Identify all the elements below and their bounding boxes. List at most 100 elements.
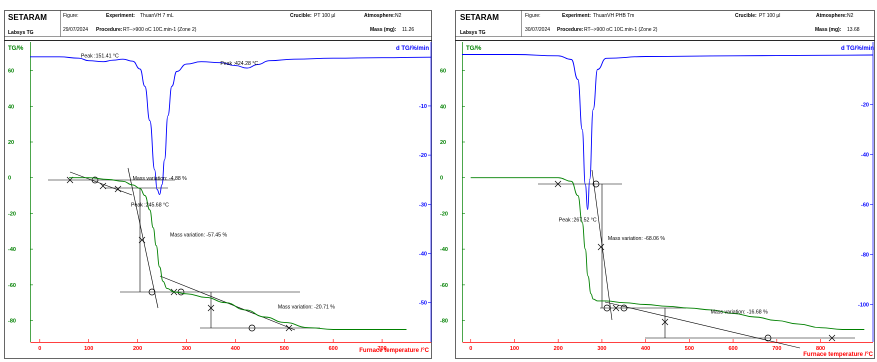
- left-tick-label: -20: [8, 211, 16, 217]
- panel-b-annotations: Peak :267.52 °C Mass variation: -68.06 % M…: [559, 218, 768, 316]
- panel-a-left-axis-label: TG/%: [8, 46, 24, 52]
- panel-a-procedure-label: Procedure:: [96, 27, 123, 33]
- mass-variation-label: Mass variation: -57.45 %: [170, 233, 227, 239]
- panel-b-mass: 13.68: [847, 27, 860, 33]
- x-tick-label: 800: [816, 346, 825, 352]
- mass-variation-label: Mass variation: -4.88 %: [133, 176, 188, 182]
- right-tick-label: -40: [419, 251, 427, 257]
- x-tick-label: 100: [84, 346, 93, 352]
- left-tick-label: 0: [440, 176, 443, 182]
- panel-a-right-axis-label: d TG/%/min: [396, 46, 429, 52]
- panel-b-procedure-label: Procedure:: [557, 27, 584, 33]
- panel-a-figure-label: Figure:: [63, 13, 79, 19]
- left-tick-label: 20: [440, 140, 446, 146]
- panel-b: SETARAM Labsys TG Figure: 30/07/2024 Exp…: [440, 10, 875, 359]
- panel-a-instrument: Labsys TG: [8, 30, 34, 36]
- mass-variation-label: Mass variation: -20.71 %: [278, 304, 335, 310]
- panel-a-atmosphere-label: Atmosphere:: [364, 13, 395, 19]
- x-tick-label: 300: [597, 346, 606, 352]
- panel-a-tangent-construction: [48, 167, 320, 331]
- panel-b-plot-frame: [455, 40, 875, 359]
- left-tick-label: -80: [8, 319, 16, 325]
- left-tick-label: -40: [440, 247, 448, 253]
- panel-a-experiment-label: Experiment:: [106, 13, 135, 19]
- panel-b-dtg-curve: [462, 54, 874, 210]
- mass-variation-label: Mass variation: -16.68 %: [711, 310, 768, 316]
- x-tick-label: 500: [685, 346, 694, 352]
- left-tick-label: 0: [8, 176, 11, 182]
- panel-a-plot-frame: [4, 40, 432, 359]
- panel-a-experiment: ThuanVH 7 mL: [140, 13, 174, 19]
- panel-b-mass-label: Mass (mg):: [815, 27, 842, 33]
- panel-b-tangent-construction: [538, 169, 855, 349]
- x-tick-label: 0: [469, 346, 472, 352]
- panel-b-date: 30/07/2024: [525, 27, 550, 33]
- panel-b-atmosphere-label: Atmosphere:: [816, 13, 847, 19]
- x-tick-label: 200: [133, 346, 142, 352]
- left-tick-label: 40: [440, 104, 446, 110]
- right-tick-label: -60: [861, 203, 869, 209]
- panel-b-atmosphere: N2: [847, 13, 854, 19]
- panel-a-x-ticks: 0 100 200 300 400 500 600 700: [38, 339, 387, 352]
- panel-b-experiment: ThuanVH PHB Tm: [593, 13, 634, 19]
- left-tick-label: 20: [8, 140, 14, 146]
- left-tick-label: 60: [8, 69, 14, 75]
- left-tick-label: -60: [440, 283, 448, 289]
- panel-b-crucible-label: Crucible:: [735, 13, 757, 19]
- panel-a-procedure: RT-->900 oC 10C.min-1 (Zone 2): [123, 27, 197, 33]
- panel-b-left-ticks: 60 40 20 0 -20 -40 -60 -80: [440, 69, 465, 325]
- panel-a-dtg-curve: [30, 56, 432, 195]
- x-tick-label: 400: [641, 346, 650, 352]
- panel-b-left-axis-label: TG/%: [466, 46, 482, 52]
- panel-a-header: SETARAM Labsys TG Figure: 29/07/2024 Exp…: [4, 10, 432, 41]
- right-tick-label: -50: [419, 301, 427, 307]
- panel-a-tg-curve: [69, 177, 407, 330]
- peak-label: Peak :245.68 °C: [131, 202, 169, 208]
- panel-b-figure-label: Figure:: [525, 13, 541, 19]
- x-tick-label: 600: [728, 346, 737, 352]
- x-tick-label: 600: [329, 346, 338, 352]
- panel-a-onset-markers: [66, 176, 293, 332]
- peak-label: Peak :424.28 °C: [220, 61, 258, 67]
- panel-b-x-axis-label: Furnace temperature /°C: [803, 352, 873, 358]
- mass-variation-label: Mass variation: -68.06 %: [608, 236, 665, 242]
- right-tick-label: -30: [419, 202, 427, 208]
- left-tick-label: -40: [8, 247, 16, 253]
- right-tick-label: -40: [861, 153, 869, 159]
- panel-b-instrument: Labsys TG: [460, 30, 486, 36]
- peak-label: Peak :267.52 °C: [559, 218, 597, 224]
- panel-a-brand: SETARAM: [8, 13, 47, 22]
- panel-b-tg-curve: [470, 177, 865, 330]
- x-tick-label: 100: [510, 346, 519, 352]
- right-tick-label: -100: [858, 303, 869, 309]
- panel-b-right-axis-label: d TG/%/min: [841, 46, 874, 52]
- panel-a-mass: 11.26: [402, 27, 414, 33]
- x-tick-label: 200: [554, 346, 563, 352]
- right-tick-label: -80: [861, 253, 869, 259]
- panel-b-procedure: RT-->900 oC 10C.min-1 (Zone 2): [584, 27, 658, 33]
- right-tick-label: -20: [419, 153, 427, 159]
- panel-b-header: SETARAM Labsys TG Figure: 30/07/2024 Exp…: [455, 10, 875, 41]
- x-tick-label: 0: [38, 346, 41, 352]
- left-tick-label: -20: [440, 211, 448, 217]
- panel-b-onset-markers: [554, 180, 836, 342]
- panel-a-date: 29/07/2024: [63, 27, 88, 33]
- x-tick-label: 700: [772, 346, 781, 352]
- panel-b-right-ticks: -20 -40 -60 -80 -100: [858, 103, 873, 309]
- x-tick-label: 300: [182, 346, 191, 352]
- right-tick-label: -20: [861, 103, 869, 109]
- x-tick-label: 500: [280, 346, 289, 352]
- x-tick-label: 400: [231, 346, 240, 352]
- right-tick-label: -10: [419, 104, 427, 110]
- left-tick-label: 40: [8, 104, 14, 110]
- panel-a-atmosphere: N2: [395, 13, 402, 19]
- panel-b-brand: SETARAM: [460, 13, 499, 22]
- panel-a-right-ticks: -10 -20 -30 -40 -50: [419, 104, 431, 307]
- left-tick-label: -60: [8, 283, 16, 289]
- panel-a-left-ticks: 60 40 20 0 -20 -40 -60 -80: [8, 69, 33, 325]
- panel-b-header-frame: [455, 10, 875, 41]
- panel-b-experiment-label: Experiment:: [562, 13, 591, 19]
- panel-a-crucible-label: Crucible:: [290, 13, 312, 19]
- peak-label: Peak :151.41 °C: [81, 54, 119, 60]
